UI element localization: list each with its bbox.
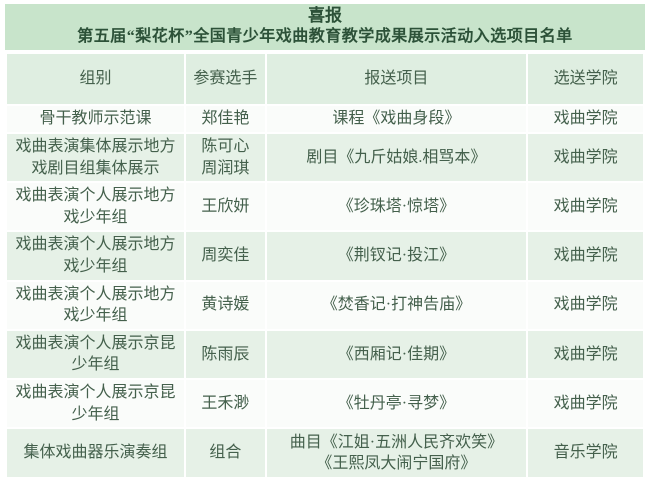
table-row: 戏曲表演集体展示地方戏剧目组集体展示 陈可心 周润琪 剧目《九斤姑娘.相骂本》 …: [7, 134, 643, 182]
results-table: 组别 参赛选手 报送项目 选送学院 骨干教师示范课 郑佳艳 课程《戏曲身段》 戏…: [5, 52, 645, 479]
college-cell: 戏曲学院: [528, 183, 643, 231]
contestant-cell: 郑佳艳: [186, 106, 265, 132]
project-cell: 曲目《江姐·五洲人民齐欢笑》 《王熙凤大闹宁国府》: [266, 429, 527, 478]
project-cell: 《牡丹亭·寻梦》: [266, 379, 527, 428]
banner-subtitle: 第五届“梨花杯”全国青少年戏曲教育教学成果展示活动入选项目名单: [77, 28, 573, 45]
table-row: 戏曲表演个人展示地方戏少年组 周奕佳 《荆钗记·投江》 戏曲学院: [7, 232, 643, 280]
contestant-cell: 组合: [186, 429, 265, 478]
banner-title: 喜报: [308, 6, 342, 25]
group-cell: 骨干教师示范课: [7, 106, 185, 132]
contestant-cell: 周奕佳: [186, 232, 265, 280]
table-row: 戏曲表演个人展示京昆少年组 陈雨辰 《西厢记·佳期》 戏曲学院: [7, 330, 643, 378]
college-cell: 戏曲学院: [528, 232, 643, 280]
group-cell: 戏曲表演个人展示京昆少年组: [7, 330, 185, 378]
table-row: 戏曲表演个人展示地方戏少年组 王欣妍 《珍珠塔·惊塔》 戏曲学院: [7, 183, 643, 231]
project-cell: 《焚香记·打神告庙》: [266, 281, 527, 329]
project-cell: 《荆钗记·投江》: [266, 232, 527, 280]
project-cell: 《珍珠塔·惊塔》: [266, 183, 527, 231]
group-cell: 戏曲表演个人展示地方戏少年组: [7, 183, 185, 231]
group-cell: 戏曲表演个人展示地方戏少年组: [7, 232, 185, 280]
college-cell: 音乐学院: [528, 429, 643, 478]
column-header-group: 组别: [7, 54, 185, 104]
contestant-cell: 王欣妍: [186, 183, 265, 231]
college-cell: 戏曲学院: [528, 106, 643, 132]
group-cell: 集体戏曲器乐演奏组: [7, 429, 185, 478]
contestant-cell: 王禾渺: [186, 379, 265, 428]
table-row: 戏曲表演个人展示地方戏少年组 黄诗媛 《焚香记·打神告庙》 戏曲学院: [7, 281, 643, 329]
college-cell: 戏曲学院: [528, 379, 643, 428]
table-row: 集体戏曲器乐演奏组 组合 曲目《江姐·五洲人民齐欢笑》 《王熙凤大闹宁国府》 音…: [7, 429, 643, 478]
column-header-project: 报送项目: [266, 54, 527, 104]
group-cell: 戏曲表演个人展示地方戏少年组: [7, 281, 185, 329]
contestant-cell: 黄诗媛: [186, 281, 265, 329]
table-row: 戏曲表演个人展示京昆少年组 王禾渺 《牡丹亭·寻梦》 戏曲学院: [7, 379, 643, 428]
college-cell: 戏曲学院: [528, 134, 643, 182]
table-header-row: 组别 参赛选手 报送项目 选送学院: [7, 54, 643, 104]
group-cell: 戏曲表演集体展示地方戏剧目组集体展示: [7, 134, 185, 182]
contestant-cell: 陈可心 周润琪: [186, 134, 265, 182]
project-cell: 剧目《九斤姑娘.相骂本》: [266, 134, 527, 182]
column-header-contestant: 参赛选手: [186, 54, 265, 104]
project-cell: 课程《戏曲身段》: [266, 106, 527, 132]
college-cell: 戏曲学院: [528, 330, 643, 378]
table-row: 骨干教师示范课 郑佳艳 课程《戏曲身段》 戏曲学院: [7, 106, 643, 132]
group-cell: 戏曲表演个人展示京昆少年组: [7, 379, 185, 428]
college-cell: 戏曲学院: [528, 281, 643, 329]
column-header-college: 选送学院: [528, 54, 643, 104]
project-cell: 《西厢记·佳期》: [266, 330, 527, 378]
contestant-cell: 陈雨辰: [186, 330, 265, 378]
announcement-banner: 喜报 第五届“梨花杯”全国青少年戏曲教育教学成果展示活动入选项目名单: [5, 4, 645, 50]
